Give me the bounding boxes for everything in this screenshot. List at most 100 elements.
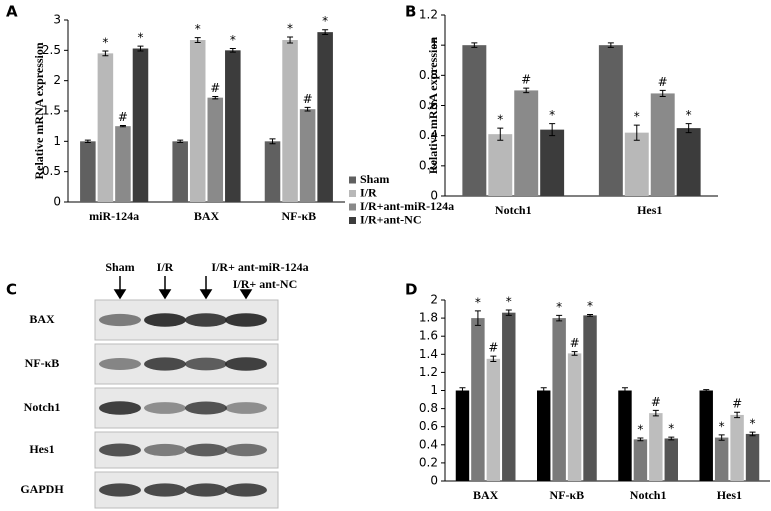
error-bar [685,123,692,134]
error-bar [229,48,236,53]
error-bar [177,139,184,144]
panel-label: B [405,3,416,21]
y-tick-label: 0 [53,195,61,209]
legend-swatch [349,176,356,184]
y-tick-label: 0.8 [419,68,438,82]
band [225,443,267,457]
significance-marker: # [210,81,220,95]
bar [540,129,565,196]
error-bar [490,355,497,363]
y-tick-label: 2 [53,73,61,87]
error-bar [540,387,547,394]
x-tick-label: BAX [473,488,499,502]
significance-marker: * [750,417,756,431]
bar [115,126,131,202]
y-tick-label: 1.5 [42,104,61,118]
y-tick-label: 0 [430,474,438,488]
error-bar [633,124,640,141]
significance-marker: * [506,294,512,308]
y-tick-label: 1.6 [419,329,438,343]
y-tick-label: 0.8 [419,401,438,415]
lane-label: Sham [105,260,134,274]
significance-marker: * [287,21,293,35]
band [185,357,227,371]
y-tick-label: 1.2 [419,365,438,379]
y-tick-label: 0.4 [419,437,438,451]
significance-marker: # [118,110,128,124]
y-tick-label: 0 [430,189,438,203]
significance-marker: * [668,422,674,436]
bar [633,439,648,481]
bar [172,141,188,202]
bar [189,40,206,202]
x-tick-label: BAX [194,209,220,223]
row-label: Hes1 [29,442,54,456]
band [185,313,227,327]
band [99,313,141,327]
error-bar [84,139,91,144]
error-bar [287,36,294,44]
y-axis-label: Relative mRNA expression [426,37,440,174]
error-bar [102,50,109,57]
error-bar [497,127,504,141]
band [225,313,267,327]
error-bar [269,138,276,145]
bar [730,414,744,481]
bar [132,48,149,202]
y-tick-label: 0.6 [419,98,438,112]
error-bar [749,431,756,437]
error-bar [523,87,530,94]
panel-label: C [6,281,17,299]
significance-marker: * [549,108,555,122]
significance-marker: * [637,423,643,437]
bar [486,358,501,481]
x-tick-label: Hes1 [637,203,662,217]
error-bar [718,434,725,441]
significance-marker: # [303,92,313,106]
x-tick-label: NF-κB [550,488,585,502]
error-bar [322,29,329,36]
error-bar [119,125,126,128]
error-bar [505,309,512,316]
bar [514,90,539,196]
y-tick-label: 0.4 [419,128,438,142]
significance-marker: * [137,31,143,45]
significance-marker: * [587,299,593,313]
bar [97,53,114,202]
panel-label: D [405,281,417,299]
y-tick-label: 1 [430,383,438,397]
bar [502,312,516,481]
error-bar [607,42,614,48]
bar [317,32,333,203]
bar [282,40,298,202]
y-tick-label: 0.5 [42,164,61,178]
band [144,357,186,371]
row-label: NF-κB [25,356,60,370]
y-tick-label: 1.8 [419,311,438,325]
error-bar [304,106,311,112]
row-label: Notch1 [24,400,61,414]
band [185,401,227,415]
row-label: GAPDH [20,482,64,496]
error-bar [556,314,563,322]
bar [583,315,597,481]
legend-label: I/R [360,185,377,199]
bar [488,134,513,196]
x-tick-label: Notch1 [495,203,532,217]
lane-label: I/R+ ant-miR-124a [211,260,308,274]
significance-marker: * [686,108,692,122]
significance-marker: # [521,73,531,87]
bar [676,128,701,196]
error-bar [659,89,666,97]
significance-marker: * [322,14,328,28]
y-tick-label: 0.2 [419,455,438,469]
y-axis-label: Relative mRNA expression [32,42,46,179]
error-bar [212,95,219,100]
arrows [113,276,253,300]
y-tick-label: 0.6 [419,419,438,433]
significance-marker: * [719,419,725,433]
band [144,402,186,414]
bar [471,318,485,481]
significance-marker: * [556,300,562,314]
band [144,443,186,457]
